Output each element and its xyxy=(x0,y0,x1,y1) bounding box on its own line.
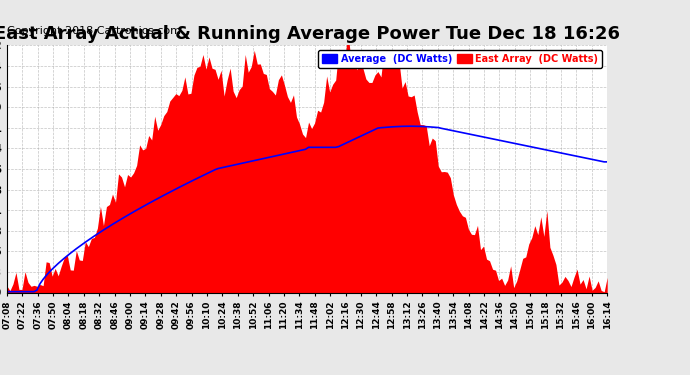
Title: East Array Actual & Running Average Power Tue Dec 18 16:26: East Array Actual & Running Average Powe… xyxy=(0,26,620,44)
Legend: Average  (DC Watts), East Array  (DC Watts): Average (DC Watts), East Array (DC Watts… xyxy=(318,50,602,68)
Text: Copyright 2018 Cartronics.com: Copyright 2018 Cartronics.com xyxy=(7,26,181,36)
